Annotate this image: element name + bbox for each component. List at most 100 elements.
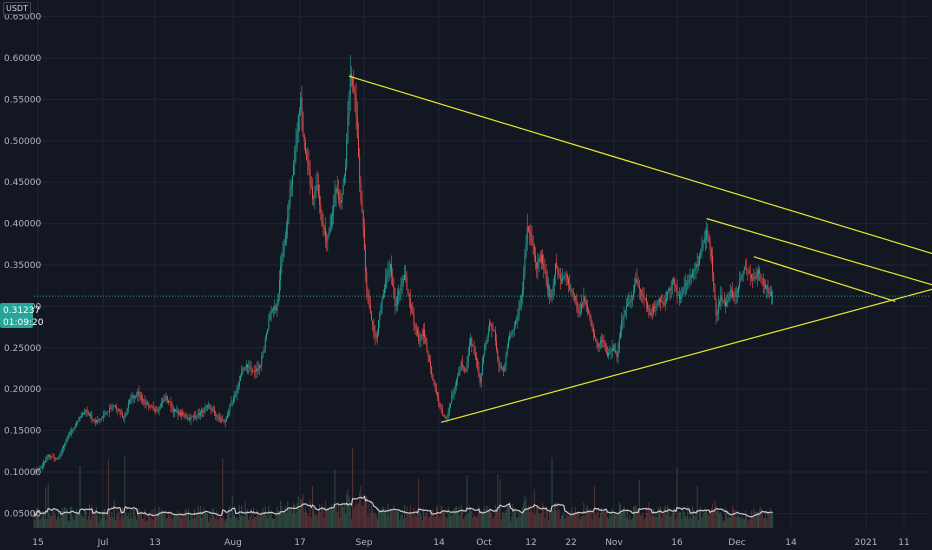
volume-bar: [414, 514, 416, 528]
candle-body: [320, 204, 322, 213]
volume-bar: [666, 515, 667, 528]
volume-bar: [131, 517, 133, 528]
candle-body: [223, 420, 225, 423]
candle-body: [399, 290, 401, 293]
candle-body: [471, 337, 473, 346]
candle-body: [373, 325, 375, 333]
volume-bar: [734, 510, 736, 528]
volume-bar: [264, 505, 266, 528]
candle-body: [280, 266, 282, 281]
volume-bar: [230, 517, 232, 528]
volume-bar: [337, 504, 339, 528]
volume-bar: [641, 515, 643, 528]
candle-body: [404, 274, 405, 280]
volume-bar: [112, 517, 114, 528]
candle-body: [375, 336, 377, 338]
volume-bar: [215, 519, 217, 528]
trendline[interactable]: [706, 218, 932, 287]
volume-bar: [55, 520, 57, 528]
volume-bar: [473, 514, 475, 528]
volume-bar: [319, 503, 321, 528]
volume-bar: [732, 505, 734, 528]
candle-body: [133, 395, 135, 398]
candle-body: [87, 411, 89, 414]
volume-bar: [679, 511, 680, 528]
candle-body: [630, 299, 632, 303]
candle-body: [768, 292, 770, 294]
volume-bar: [647, 512, 649, 528]
volume-bar: [684, 515, 686, 528]
volume-bar: [170, 510, 172, 528]
volume-bar: [46, 519, 48, 528]
volume-bar: [759, 508, 761, 528]
candle-body: [34, 470, 36, 474]
volume-bar: [726, 511, 728, 528]
candle-body: [240, 376, 241, 381]
volume-bar: [70, 507, 72, 528]
candle-body: [765, 285, 767, 289]
candle-body: [110, 408, 112, 410]
volume-bar: [66, 508, 68, 528]
volume-bar: [277, 511, 279, 528]
volume-bar: [308, 515, 310, 528]
volume-bar: [581, 516, 582, 528]
candle-body: [406, 276, 408, 289]
volume-bar: [571, 507, 573, 528]
candle-body: [611, 347, 613, 351]
candle-body: [683, 285, 685, 288]
candle-body: [339, 199, 341, 200]
volume-bar: [496, 511, 498, 528]
candle-body: [379, 313, 381, 321]
volume-bar: [267, 518, 269, 528]
candle-body: [576, 299, 578, 306]
candle-body: [575, 296, 577, 300]
trendline[interactable]: [753, 256, 896, 303]
candle-body: [666, 298, 667, 301]
volume-bar: [150, 517, 152, 528]
candle-body: [620, 330, 621, 339]
volume-bar: [686, 517, 687, 528]
volume-bar: [48, 513, 50, 528]
volume-bar: [35, 508, 37, 528]
candle-body: [422, 329, 424, 336]
volume-bar: [493, 516, 495, 528]
candle-body: [608, 352, 610, 356]
candle-body: [622, 318, 624, 321]
trendline[interactable]: [440, 272, 932, 423]
trendlines[interactable]: [348, 75, 932, 423]
volume-bar: [540, 513, 542, 528]
candle-body: [561, 279, 562, 281]
candle-body: [539, 258, 541, 263]
volume-bar: [601, 507, 603, 528]
volume-bar: [346, 493, 348, 528]
volume-bar: [542, 502, 544, 528]
volume-bar: [164, 511, 166, 528]
candle-body: [615, 350, 617, 353]
volume-bar: [533, 488, 535, 528]
currency-label[interactable]: USDT: [3, 2, 31, 15]
candle-body: [363, 228, 365, 250]
price-tick-label: 0.35000: [4, 261, 41, 271]
volume-bar: [145, 521, 147, 528]
time-axis[interactable]: 15 Jul 13 Aug 17 Sep 14 Oct 12 22 Nov 16 Dec 14 2021 11: [32, 538, 909, 548]
candle-body: [687, 283, 689, 284]
candle-body: [374, 332, 376, 337]
volume-bar: [137, 509, 139, 528]
candle-body: [485, 342, 487, 346]
trendline[interactable]: [348, 75, 932, 272]
volume-bar: [607, 516, 608, 528]
candle-body: [158, 406, 160, 411]
volume-bar: [395, 511, 397, 528]
volume-bar: [722, 521, 724, 528]
candle-body: [584, 296, 586, 302]
volume-bar: [58, 510, 60, 528]
volume-bar: [443, 510, 444, 528]
candle-body: [441, 409, 443, 415]
volume-bar: [282, 511, 284, 528]
candle-body: [696, 263, 698, 267]
volume-bar: [250, 508, 252, 528]
candle-body: [450, 403, 451, 407]
volume-bar: [372, 509, 374, 528]
